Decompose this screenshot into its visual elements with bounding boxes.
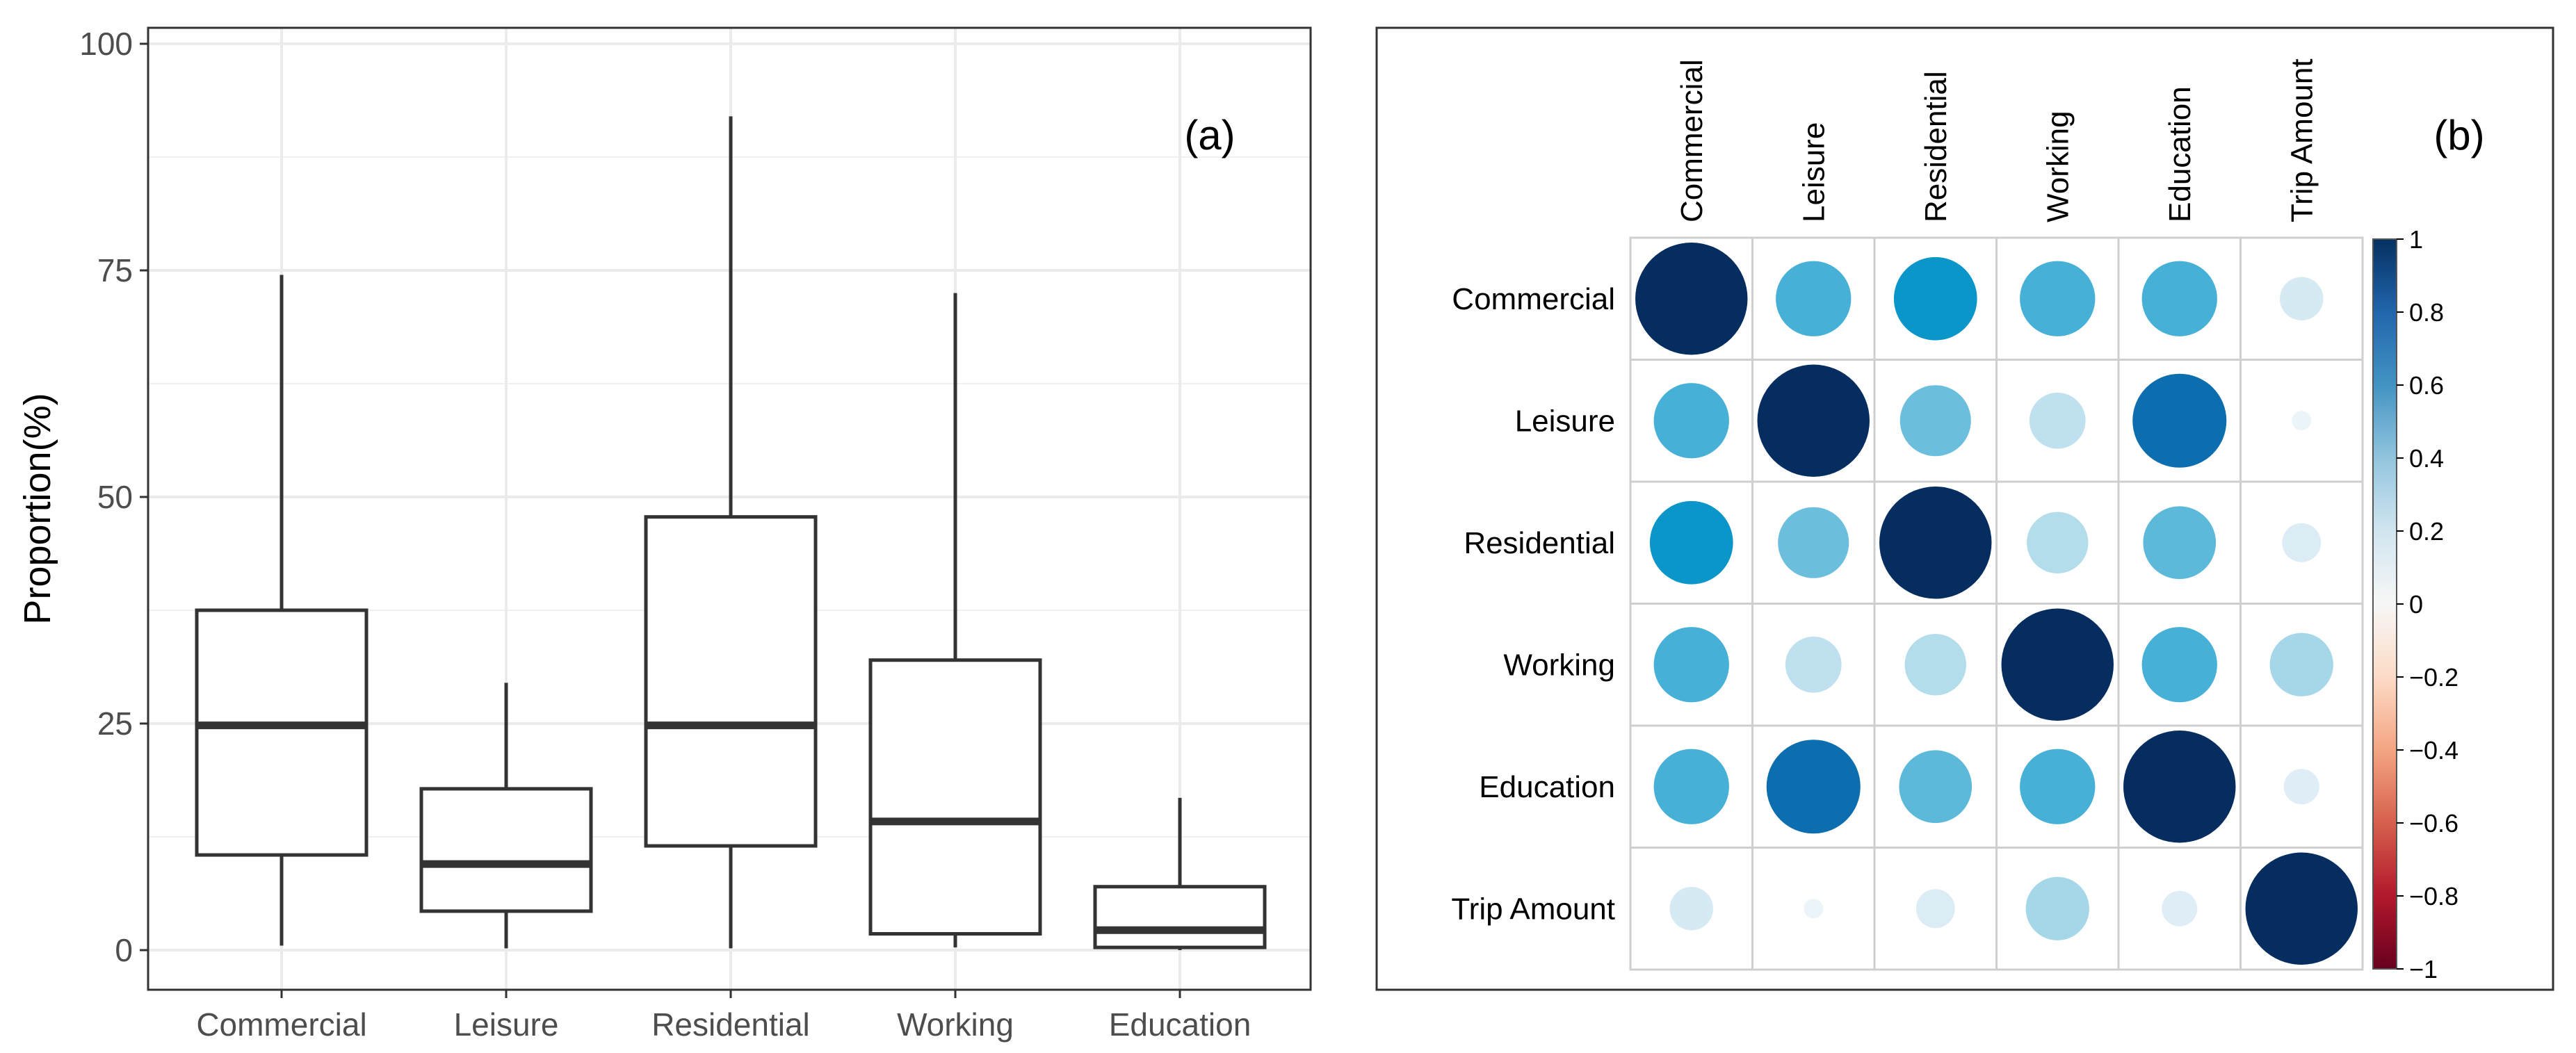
- correlation-panel: Commercial Leisure Residential Working Educa…: [1375, 26, 2554, 991]
- colorbar-tick-label: −1: [2409, 955, 2438, 983]
- colorbar-tick-label: −0.4: [2409, 736, 2458, 765]
- colorbar-tick-label: 0.4: [2409, 444, 2444, 473]
- box-iqr: [195, 608, 368, 857]
- row-label: Commercial: [1452, 282, 1615, 316]
- correlation-circle: [2279, 277, 2324, 321]
- correlation-circle: [1653, 383, 1729, 459]
- correlation-circle: [2025, 876, 2089, 940]
- correlation-circle: [2027, 512, 2089, 573]
- y-axis-label: Proportion(%): [17, 393, 58, 624]
- column-label: Education: [2163, 86, 2197, 222]
- box-iqr: [868, 658, 1042, 936]
- correlation-circle: [1635, 243, 1748, 355]
- correlation-circle: [1649, 500, 1733, 585]
- x-category-label: Commercial: [196, 1006, 366, 1043]
- correlation-circle: [1899, 385, 1971, 457]
- correlation-circle: [2123, 730, 2236, 843]
- correlation-circle: [1653, 749, 1729, 824]
- correlation-circle: [1785, 636, 1842, 693]
- colorbar: [2372, 238, 2397, 970]
- correlation-circle: [2020, 749, 2096, 824]
- correlation-circle: [1766, 740, 1861, 834]
- correlation-circle: [1653, 627, 1729, 703]
- plot-border: [147, 26, 1312, 991]
- colorbar-tick-label: 0.8: [2409, 298, 2444, 327]
- colorbar-tick-label: −0.8: [2409, 882, 2458, 911]
- colorbar-tick-label: 0.2: [2409, 517, 2444, 546]
- matrix-cell: [1995, 724, 2120, 849]
- correlation-circle: [2020, 261, 2096, 336]
- correlation-circle: [2141, 627, 2217, 703]
- correlation-circle: [1804, 899, 1824, 919]
- y-tick-label: 50: [97, 479, 133, 515]
- column-label: Working: [2041, 111, 2075, 222]
- box-iqr: [419, 787, 593, 913]
- correlation-circle: [1879, 487, 1992, 599]
- correlation-circle: [2245, 852, 2358, 965]
- row-label: Working: [1503, 648, 1615, 682]
- correlation-circle: [2141, 261, 2217, 336]
- correlation-circle: [1904, 634, 1966, 696]
- correlation-circle: [2001, 608, 2114, 721]
- column-label: Trip Amount: [2285, 58, 2319, 222]
- x-category-label: Residential: [651, 1006, 810, 1043]
- correlation-circle: [2143, 506, 2217, 580]
- correlation-circle: [2162, 890, 2198, 927]
- column-label: Leisure: [1797, 122, 1831, 222]
- row-label: Leisure: [1515, 404, 1615, 438]
- boxplot-panel: 0 25 50 75 100 Commercial Leisure Residential Wo…: [17, 26, 1312, 1043]
- correlation-circle: [2029, 392, 2086, 449]
- column-label: Residential: [1919, 71, 1953, 222]
- correlation-circle: [1893, 256, 1977, 341]
- x-category-label: Education: [1109, 1006, 1251, 1043]
- column-label: Commercial: [1675, 59, 1709, 222]
- correlation-circle: [2292, 411, 2312, 431]
- correlation-circle: [1776, 261, 1852, 336]
- correlation-circle: [1915, 889, 1955, 929]
- colorbar-tick-label: 0: [2409, 590, 2423, 619]
- y-tick-label: 75: [97, 252, 133, 288]
- colorbar-tick-label: −0.6: [2409, 809, 2458, 838]
- correlation-circle: [1778, 507, 1849, 578]
- correlation-circle: [2282, 523, 2322, 562]
- x-category-label: Working: [897, 1006, 1014, 1043]
- correlation-circle: [2269, 632, 2333, 696]
- y-tick-label: 0: [115, 932, 133, 968]
- colorbar-tick-label: 0.6: [2409, 371, 2444, 400]
- box-iqr: [1093, 885, 1267, 949]
- x-category-label: Leisure: [454, 1006, 559, 1043]
- y-tick-label: 25: [97, 705, 133, 742]
- correlation-circle: [2283, 769, 2319, 805]
- panel-label: (b): [2433, 112, 2484, 158]
- y-tick-label: 100: [79, 26, 133, 62]
- row-label: Education: [1479, 770, 1615, 804]
- correlation-circle: [1899, 750, 1972, 824]
- row-label: Trip Amount: [1451, 892, 1615, 926]
- colorbar-tick-label: 1: [2409, 225, 2423, 254]
- row-label: Residential: [1464, 526, 1615, 560]
- box-iqr: [644, 515, 818, 848]
- correlation-circle: [1669, 886, 1714, 931]
- correlation-circle: [2132, 373, 2227, 468]
- panel-label: (a): [1184, 112, 1235, 158]
- colorbar-tick-label: −0.2: [2409, 663, 2458, 692]
- correlation-circle: [1757, 364, 1870, 477]
